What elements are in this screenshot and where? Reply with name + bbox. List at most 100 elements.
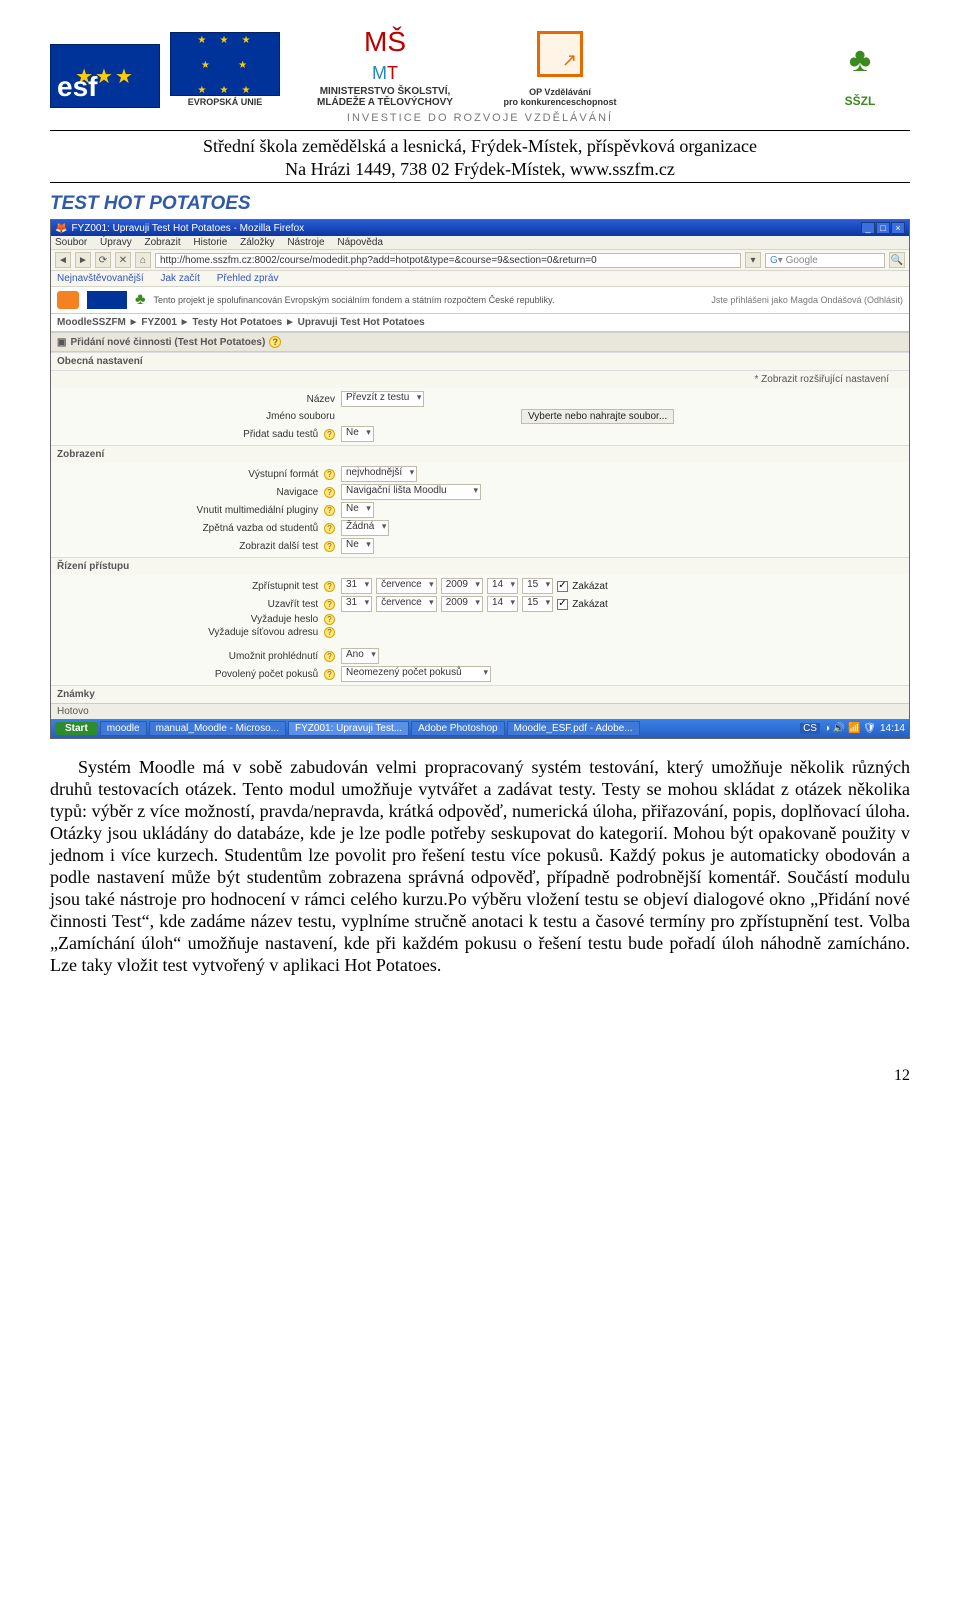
help-icon[interactable]: ? (324, 651, 335, 662)
taskbar-item[interactable]: Moodle_ESF.pdf - Adobe... (507, 721, 640, 736)
select-vnutit[interactable]: Ne (341, 502, 374, 518)
select-prohled[interactable]: Ano (341, 648, 379, 664)
help-icon[interactable]: ? (324, 599, 335, 610)
label-zakazat: Zakázat (572, 599, 608, 610)
logo-msmt: MŠMT MINISTERSTVO ŠKOLSTVÍ, MLÁDEŽE A TĚ… (290, 20, 480, 108)
breadcrumb-text: MoodleSSZFM ► FYZ001 ► Testy Hot Potatoe… (57, 317, 425, 328)
help-icon[interactable]: ? (324, 669, 335, 680)
select-min[interactable]: 15 (522, 596, 553, 612)
reload-button[interactable]: ⟳ (95, 252, 111, 268)
label-prohled: Umožnit prohlédnutí (229, 651, 319, 662)
label-pridat: Přidat sadu testů (243, 429, 318, 440)
banner-text: Tento projekt je spolufinancován Evropsk… (154, 295, 555, 305)
minimize-button[interactable]: _ (861, 222, 875, 234)
checkbox-zakazat[interactable] (557, 581, 568, 592)
tray-icons: ◑ 🔊 📶 🛡 (824, 723, 876, 734)
search-go-icon[interactable]: 🔍 (889, 252, 905, 268)
taskbar-item[interactable]: moodle (100, 721, 147, 736)
window-title: FYZ001: Upravuji Test Hot Potatoes - Moz… (71, 223, 304, 234)
leaf-icon: ♣ (810, 29, 910, 93)
taskbar-item[interactable]: Adobe Photoshop (411, 721, 505, 736)
select-navigace[interactable]: Navigační lišta Moodlu (341, 484, 481, 500)
select-nazev[interactable]: Převzít z testu (341, 391, 424, 407)
help-icon[interactable]: ? (324, 505, 335, 516)
firefox-icon: 🦊 (55, 223, 67, 234)
select-pokusu[interactable]: Neomezený počet pokusů (341, 666, 491, 682)
breadcrumb[interactable]: MoodleSSZFM ► FYZ001 ► Testy Hot Potatoe… (51, 314, 909, 332)
logo-eu: ⋆ ⋆ ⋆⋆ ⋆⋆ ⋆ ⋆ EVROPSKÁ UNIE (170, 32, 280, 108)
start-button[interactable]: Start (55, 722, 98, 735)
close-button[interactable]: × (891, 222, 905, 234)
window-titlebar: 🦊 FYZ001: Upravuji Test Hot Potatoes - M… (51, 220, 909, 236)
bookmarks-bar: Nejnavštěvovanější Jak začít Přehled zpr… (51, 271, 909, 287)
select-year[interactable]: 2009 (441, 596, 483, 612)
label-vystup: Výstupní formát (248, 469, 318, 480)
go-button[interactable]: ▾ (745, 252, 761, 268)
body-paragraph: Systém Moodle má v sobě zabudován velmi … (50, 757, 910, 977)
legend-zobrazeni: Zobrazení (51, 445, 909, 463)
logo-opvk: ↗ OP Vzdělávání pro konkurenceschopnost (490, 22, 630, 108)
help-icon[interactable]: ? (324, 581, 335, 592)
msmt-glyph-icon: MŠMT (364, 28, 406, 84)
select-year[interactable]: 2009 (441, 578, 483, 594)
stop-button[interactable]: ✕ (115, 252, 131, 268)
browser-toolbar: ◄ ► ⟳ ✕ ⌂ http://home.sszfm.cz:8002/cour… (51, 250, 909, 271)
help-icon[interactable]: ? (324, 523, 335, 534)
select-hour[interactable]: 14 (487, 578, 518, 594)
label-navigace: Navigace (277, 487, 319, 498)
select-zpetna[interactable]: Žádná (341, 520, 389, 536)
forward-button[interactable]: ► (75, 252, 91, 268)
clock: 14:14 (880, 723, 905, 734)
menu-zalozky[interactable]: Záložky (240, 237, 274, 248)
help-icon[interactable]: ? (324, 429, 335, 440)
help-icon[interactable]: ? (324, 627, 335, 638)
menu-napoveda[interactable]: Nápověda (337, 237, 383, 248)
menu-historie[interactable]: Historie (193, 237, 227, 248)
show-advanced-link[interactable]: * Zobrazit rozšiřující nastavení (51, 370, 909, 388)
bookmark-news[interactable]: Přehled zpráv (217, 273, 279, 284)
help-icon[interactable]: ? (324, 614, 335, 625)
menu-zobrazit[interactable]: Zobrazit (145, 237, 181, 248)
taskbar-item[interactable]: FYZ001: Upravuji Test... (288, 721, 409, 736)
browser-menubar[interactable]: Soubor Úpravy Zobrazit Historie Záložky … (51, 236, 909, 250)
legend-rizeni: Řízení přístupu (51, 557, 909, 575)
select-dalsi[interactable]: Ne (341, 538, 374, 554)
back-button[interactable]: ◄ (55, 252, 71, 268)
bookmark-most[interactable]: Nejnavštěvovanější (57, 273, 144, 284)
home-button[interactable]: ⌂ (135, 252, 151, 268)
bookmark-start[interactable]: Jak začít (161, 273, 200, 284)
search-placeholder: Google (786, 255, 818, 266)
checkbox-zakazat[interactable] (557, 599, 568, 610)
leaf-mini-icon: ♣ (135, 291, 146, 309)
select-day[interactable]: 31 (341, 578, 372, 594)
help-icon[interactable]: ? (269, 336, 281, 348)
select-day[interactable]: 31 (341, 596, 372, 612)
esf-mini-icon (87, 291, 127, 309)
label-heslo: Vyžaduje heslo (251, 614, 318, 625)
menu-soubor[interactable]: Soubor (55, 237, 87, 248)
sszl-caption: SŠZL (845, 95, 876, 108)
help-icon[interactable]: ? (324, 541, 335, 552)
select-vystup[interactable]: nejvhodnější (341, 466, 417, 482)
menu-nastroje[interactable]: Nástroje (287, 237, 324, 248)
choose-file-button[interactable]: Vyberte nebo nahrajte soubor... (521, 409, 674, 424)
invest-tagline: INVESTICE DO ROZVOJE VZDĚLÁVÁNÍ (50, 112, 910, 124)
tray-lang-icon[interactable]: CS (800, 723, 820, 734)
taskbar-item[interactable]: manual_Moodle - Microso... (149, 721, 286, 736)
help-icon[interactable]: ? (324, 487, 335, 498)
select-min[interactable]: 15 (522, 578, 553, 594)
maximize-button[interactable]: □ (876, 222, 890, 234)
menu-upravy[interactable]: Úpravy (100, 237, 132, 248)
label-jmeno: Jméno souboru (266, 411, 335, 422)
school-info: Střední škola zemědělská a lesnická, Frý… (50, 135, 910, 180)
msmt-line1: MINISTERSTVO ŠKOLSTVÍ, (320, 86, 451, 97)
select-month[interactable]: července (376, 596, 437, 612)
select-hour[interactable]: 14 (487, 596, 518, 612)
help-icon[interactable]: ? (324, 469, 335, 480)
select-pridat[interactable]: Ne (341, 426, 374, 442)
search-box[interactable]: G▾ Google (765, 253, 885, 268)
logo-esf: ★★★ (50, 44, 160, 108)
select-month[interactable]: července (376, 578, 437, 594)
url-bar[interactable]: http://home.sszfm.cz:8002/course/modedit… (155, 253, 741, 268)
collapse-icon[interactable]: ▣ (57, 337, 66, 348)
